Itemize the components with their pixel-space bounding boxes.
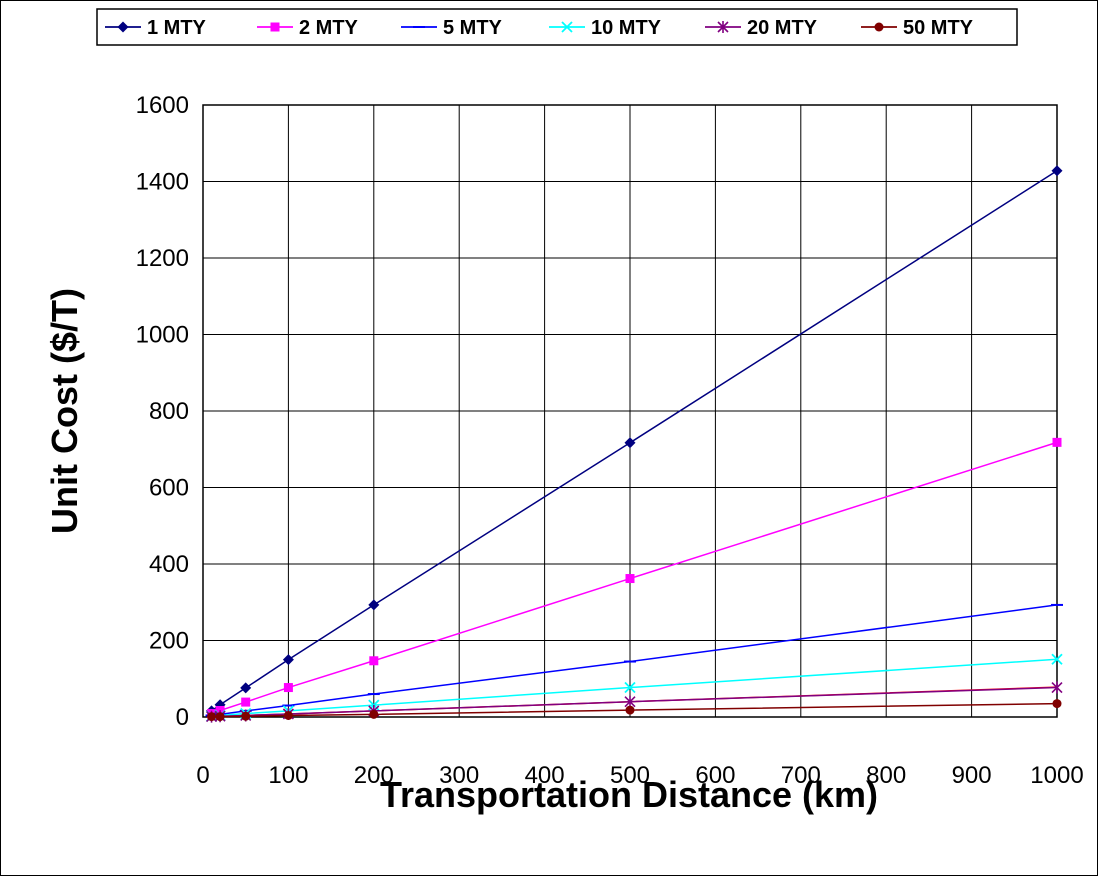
legend-label: 2 MTY [299,17,359,39]
series-2 [205,603,1063,717]
legend-item: 5 MTY [401,17,503,39]
series-line [211,658,1058,717]
legend-item: 2 MTY [257,17,359,39]
data-point [624,437,636,449]
y-tick-label: 400 [149,551,189,578]
x-tick-label: 100 [268,762,308,789]
data-point [283,710,293,720]
legend-marker [561,21,573,33]
legend-label: 5 MTY [443,17,503,39]
data-point [625,705,635,715]
data-point [240,682,252,694]
y-tick-label: 1000 [136,322,189,349]
y-tick-label: 1600 [136,92,189,119]
gridlines [202,104,1058,718]
data-point [1051,165,1063,177]
x-tick-label: 1000 [1030,762,1083,789]
legend-item: 1 MTY [105,17,207,39]
series-layer [205,165,1063,723]
y-tick-label: 0 [176,704,189,731]
x-tick-label: 0 [196,762,209,789]
y-tick-label: 1400 [136,169,189,196]
data-point [625,574,635,584]
data-point [215,712,225,722]
x-tick-label: 900 [952,762,992,789]
y-tick-label: 800 [149,398,189,425]
legend-label: 1 MTY [147,17,207,39]
series-line [211,170,1058,712]
data-point [368,599,380,611]
x-tick-label: 500 [610,762,650,789]
legend-label: 20 MTY [747,17,818,39]
legend-marker [117,21,129,33]
y-tick-label: 600 [149,475,189,502]
series-1 [207,437,1062,719]
series-5 [207,699,1062,722]
plot-area [202,104,1058,718]
data-point [624,681,636,694]
x-axis-title: Transportation Distance (km) [380,774,878,815]
x-tick-label: 300 [439,762,479,789]
data-point [241,711,251,721]
legend-item: 20 MTY [705,17,818,39]
series-line [211,604,1058,717]
data-point [1052,699,1062,709]
x-tick-label: 700 [781,762,821,789]
legend-marker [270,22,280,32]
data-point [1052,437,1062,447]
x-tick-label: 800 [866,762,906,789]
legend-label: 50 MTY [903,17,974,39]
data-point [283,683,293,693]
x-tick-label: 600 [695,762,735,789]
legend-item: 50 MTY [861,17,974,39]
y-axis-ticks: 0 200 400 600 800 1000 1200 1400 1600 [136,92,189,731]
data-point [369,709,379,719]
y-axis-title: Unit Cost ($/T) [44,288,85,534]
legend-item: 10 MTY [549,17,662,39]
x-tick-label: 200 [354,762,394,789]
y-tick-label: 200 [149,628,189,655]
data-point [207,712,217,722]
data-point [282,654,294,666]
legend-label: 10 MTY [591,17,662,39]
data-point [369,656,379,666]
legend-marker [874,22,884,32]
series-0 [206,165,1063,717]
legend-marker [717,21,729,33]
y-tick-label: 1200 [136,245,189,272]
data-point [241,697,251,707]
x-tick-label: 400 [525,762,565,789]
x-axis-ticks: 0 100 200 300 400 500 600 700 800 900 1000 [196,762,1083,789]
legend: 1 MTY 2 MTY 5 MTY 10 MTY 20 MTY 50 MTY [105,17,974,39]
data-point [1051,681,1063,694]
data-point [1051,653,1063,665]
